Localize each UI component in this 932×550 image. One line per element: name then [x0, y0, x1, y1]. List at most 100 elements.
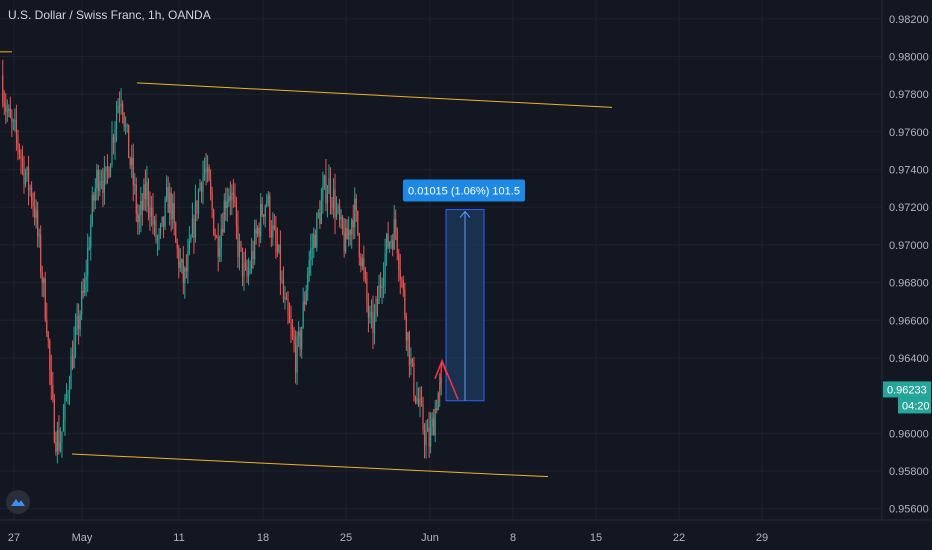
candle-body [238, 241, 241, 257]
candle-body [366, 278, 368, 303]
price-range-measure[interactable]: 0.01015 (1.06%) 101.5 [403, 179, 525, 402]
candle-body [249, 268, 251, 271]
price-tick-label: 0.97200 [889, 202, 929, 214]
candle-body [437, 393, 439, 411]
candle-body [342, 216, 344, 233]
countdown-badge [898, 397, 931, 414]
price-tick-label: 0.96000 [889, 428, 929, 440]
candle-body [389, 242, 391, 248]
time-tick-label: 22 [673, 532, 685, 544]
candle-body [308, 259, 310, 275]
candle-body [436, 408, 438, 411]
candle-body [243, 262, 245, 277]
price-tick-label: 0.95600 [889, 504, 929, 516]
candle-body [53, 397, 55, 443]
upper-trendline[interactable] [136, 82, 613, 108]
candle-body [393, 218, 395, 250]
candle-body [32, 201, 34, 207]
candle-body [244, 262, 247, 268]
candle-body [94, 187, 96, 201]
candle-body [14, 120, 16, 122]
candle-body [387, 233, 389, 248]
candle-body [420, 398, 423, 405]
candle-body [257, 227, 259, 234]
candle-body [194, 200, 197, 238]
candle-body [210, 180, 212, 194]
candle-body [118, 105, 121, 107]
candle-body [328, 177, 330, 194]
time-tick-label: Jun [421, 532, 439, 544]
candle-body [425, 431, 427, 445]
candle-body [269, 195, 271, 231]
candle-body [12, 120, 14, 122]
tradingview-logo-icon[interactable] [6, 490, 30, 514]
candle-body [169, 192, 171, 213]
candle-body [413, 362, 415, 397]
candle-body [314, 234, 316, 248]
logo-glyph-icon [11, 499, 25, 506]
candle-body [52, 384, 54, 398]
time-axis[interactable]: 27 May 11 18 25 Jun 8 15 22 29 [0, 519, 932, 544]
candle-body [161, 216, 163, 225]
candle-body [193, 218, 195, 238]
candle-body [141, 201, 143, 210]
price-tick-label: 0.96600 [889, 315, 929, 327]
candle-body [232, 192, 234, 195]
candle-body [360, 256, 362, 267]
candle-body [379, 285, 382, 289]
candle-body [275, 228, 277, 244]
candle-body [317, 213, 319, 215]
candle-body [367, 302, 370, 318]
red-arrow-annotation[interactable] [434, 358, 459, 402]
candle-body [172, 203, 174, 220]
time-tick-label: 15 [590, 532, 602, 544]
candle-body [200, 182, 203, 193]
candle-body [73, 341, 75, 368]
price-tick-label: 0.96400 [889, 353, 929, 365]
candle-body [231, 192, 233, 201]
candle-body [34, 206, 36, 218]
candle-body [179, 261, 181, 268]
candle-body [115, 112, 118, 129]
candle-body [222, 229, 224, 233]
candle-body [205, 169, 207, 173]
candle-body [285, 297, 288, 300]
candle-body [155, 220, 157, 241]
candle-body [323, 175, 326, 187]
candle-body [404, 289, 406, 317]
candle-body [338, 206, 341, 220]
candle-body [301, 327, 303, 350]
candle-body [378, 285, 380, 304]
lower-trendline[interactable] [71, 453, 549, 478]
candle-body [132, 158, 134, 185]
candle-body [26, 167, 28, 176]
candle-body [331, 201, 333, 208]
price-axis[interactable]: 0.98200 0.98000 0.97800 0.97600 0.97400 0.972… [881, 0, 931, 520]
candle-body [326, 193, 329, 204]
candle-body [416, 398, 418, 402]
candle-body [70, 355, 72, 389]
candle-body [298, 331, 300, 337]
candle-body [162, 216, 165, 227]
candle-body [27, 167, 30, 190]
candle-body [18, 146, 21, 155]
candle-body [147, 182, 150, 207]
candle-body [240, 241, 242, 248]
candle-body [55, 442, 57, 452]
candle-body [372, 311, 374, 334]
candle-body [237, 224, 239, 257]
candle-body [375, 298, 377, 314]
candle-body [235, 202, 238, 225]
measure-label-background [403, 179, 525, 202]
candle-body [135, 184, 137, 214]
candle-body [49, 340, 51, 370]
candle-body [319, 213, 321, 224]
candle-body [144, 184, 146, 199]
price-tick-label: 0.98000 [889, 52, 929, 64]
candle-body [91, 194, 93, 224]
candle-body [100, 180, 102, 182]
candle-body [247, 270, 250, 277]
candle-body [79, 314, 81, 330]
